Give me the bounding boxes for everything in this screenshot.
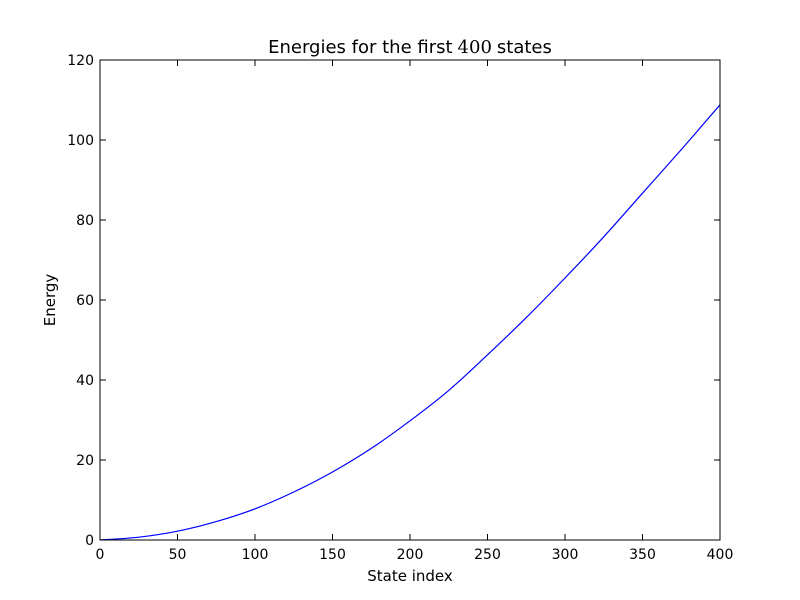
series-layer [99, 104, 721, 541]
chart-title: Energies for the first 400 states [268, 37, 552, 58]
x-tick-label: 400 [707, 547, 734, 563]
y-tick-label: 20 [76, 453, 94, 469]
y-tick-label: 60 [76, 293, 94, 309]
y-tick-label: 120 [67, 53, 94, 69]
y-axis-label: Energy [41, 274, 59, 327]
y-tick-label: 40 [76, 373, 94, 389]
x-tick-label: 350 [629, 547, 656, 563]
plot-area [99, 59, 721, 541]
chart-title-prefix: Energies for the first [268, 37, 452, 58]
x-axis-label: State index [367, 567, 453, 585]
y-tick-label: 80 [76, 213, 94, 229]
y-tick-label: 0 [85, 533, 94, 549]
x-tick-label: 0 [96, 547, 105, 563]
tick-labels-layer: 0 50 100 150 200 250 300 350 400 0 20 40 60 80 100 120 [67, 53, 733, 563]
x-tick-label: 100 [242, 547, 269, 563]
x-tick-label: 250 [474, 547, 501, 563]
x-tick-label: 50 [169, 547, 187, 563]
x-tick-label: 300 [552, 547, 579, 563]
series-line [99, 104, 721, 541]
axes-frame [99, 59, 721, 541]
chart-title-suffix: states [497, 37, 552, 58]
chart-title-number: 400 [458, 37, 492, 58]
x-tick-label: 200 [397, 547, 424, 563]
y-tick-label: 100 [67, 133, 94, 149]
x-tick-label: 150 [319, 547, 346, 563]
